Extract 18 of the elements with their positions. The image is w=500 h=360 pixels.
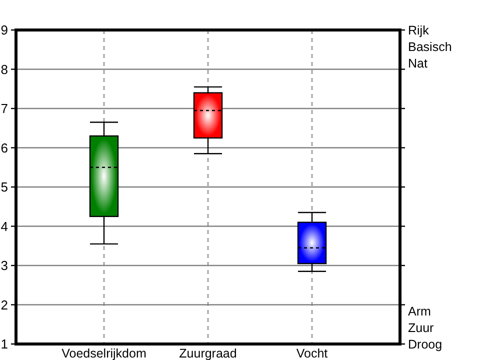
text: Arm (408, 304, 431, 318)
y-tick-label: 2 (0, 297, 8, 312)
y-tick-label: 6 (0, 140, 8, 156)
text: Droog (408, 337, 442, 352)
x-tick-label: Voedselrijkdom (62, 346, 146, 360)
y-tick-label: 5 (0, 180, 8, 195)
x-tick-label: Zuurgraad (179, 346, 237, 360)
y-tick-label: 8 (0, 62, 8, 77)
x-tick-label: Vocht (296, 346, 328, 360)
y-tick-label: 4 (0, 218, 8, 234)
y-tick-label: 1 (0, 336, 8, 352)
text: Nat (408, 56, 428, 70)
y-tick-label: 9 (0, 22, 8, 38)
text: Zuur (408, 320, 434, 335)
text: Rijk (408, 23, 430, 38)
y-tick-label: 7 (0, 101, 8, 116)
y-tick-label: 3 (0, 258, 8, 274)
text: Basisch (408, 40, 452, 54)
